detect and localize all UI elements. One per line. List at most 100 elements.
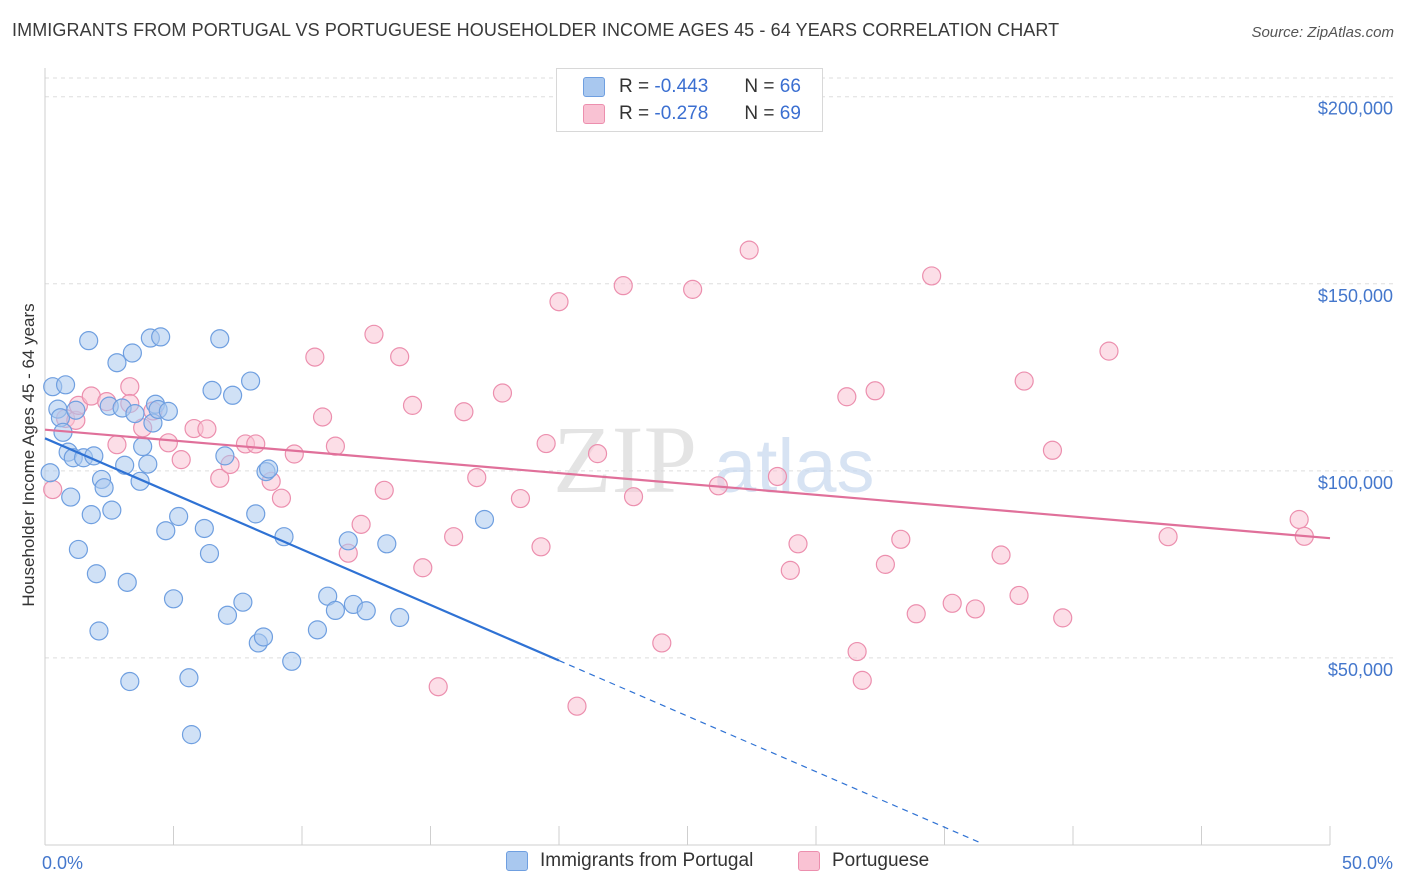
- point-portuguese: [531, 537, 551, 557]
- point-immigrants: [115, 455, 135, 475]
- point-portuguese: [587, 444, 608, 464]
- y-axis-title: Householder Income Ages 45 - 64 years: [19, 303, 38, 606]
- series-legend-immigrants[interactable]: Immigrants from Portugal: [506, 850, 753, 872]
- point-immigrants: [138, 454, 158, 474]
- point-immigrants: [79, 331, 99, 351]
- point-portuguese: [305, 347, 325, 367]
- point-portuguese: [492, 383, 513, 403]
- point-immigrants: [86, 564, 107, 584]
- point-portuguese: [271, 488, 292, 508]
- point-portuguese: [325, 436, 346, 456]
- point-portuguese: [891, 529, 911, 549]
- y-tick-label: $50,000: [1328, 660, 1393, 680]
- point-immigrants: [258, 459, 279, 479]
- point-portuguese: [428, 677, 448, 697]
- point-portuguese: [390, 347, 410, 367]
- point-portuguese: [158, 433, 178, 453]
- point-immigrants: [81, 505, 101, 525]
- point-immigrants: [68, 539, 89, 560]
- chart-title: IMMIGRANTS FROM PORTUGAL VS PORTUGUESE H…: [12, 20, 1060, 40]
- point-immigrants: [223, 385, 243, 405]
- legend-row-immigrants: R = -0.443 N = 66: [583, 75, 801, 99]
- point-portuguese: [1009, 585, 1029, 606]
- point-immigrants: [117, 572, 137, 592]
- point-immigrants: [125, 404, 145, 424]
- point-portuguese: [246, 434, 266, 454]
- point-portuguese: [120, 377, 140, 397]
- point-portuguese: [197, 419, 217, 439]
- point-immigrants: [122, 343, 142, 363]
- point-portuguese: [1158, 527, 1178, 547]
- point-immigrants: [158, 401, 178, 421]
- point-portuguese: [767, 466, 788, 487]
- legend-swatch-immigrants: [583, 77, 605, 97]
- point-immigrants: [151, 327, 171, 347]
- point-immigrants: [210, 329, 230, 349]
- point-immigrants: [120, 671, 140, 692]
- point-immigrants: [156, 521, 176, 541]
- point-immigrants: [89, 621, 109, 641]
- legend-n-label: N =: [744, 76, 775, 97]
- y-tick-label: $100,000: [1318, 473, 1393, 493]
- point-immigrants: [356, 601, 376, 621]
- point-portuguese: [402, 395, 423, 415]
- point-immigrants: [163, 589, 184, 609]
- point-immigrants: [338, 531, 358, 551]
- point-immigrants: [55, 375, 76, 395]
- point-portuguese: [739, 240, 759, 260]
- point-immigrants: [179, 668, 199, 688]
- point-portuguese: [467, 467, 487, 488]
- point-portuguese: [284, 444, 304, 464]
- series-legend-portuguese[interactable]: Portuguese: [798, 850, 929, 872]
- point-portuguese: [788, 534, 808, 554]
- grid-lines: [45, 77, 1395, 659]
- legend: R = -0.443 N = 66 R = -0.278 N = 69: [556, 68, 823, 132]
- point-portuguese: [683, 279, 703, 299]
- point-portuguese: [536, 433, 556, 454]
- point-immigrants: [282, 651, 302, 671]
- point-portuguese: [652, 633, 672, 653]
- point-immigrants: [253, 627, 274, 647]
- point-portuguese: [549, 292, 569, 312]
- point-portuguese: [107, 435, 127, 455]
- point-portuguese: [413, 558, 433, 578]
- point-portuguese: [942, 593, 962, 613]
- point-immigrants: [169, 506, 189, 527]
- point-immigrants: [94, 478, 114, 498]
- point-immigrants: [61, 487, 81, 507]
- watermark-atlas: atlas: [714, 424, 875, 509]
- point-immigrants: [215, 446, 235, 466]
- series-immigrants-points: [40, 327, 495, 745]
- tick-labels: $50,000 $100,000 $150,000 $200,000 0.0% 50.0%: [42, 99, 1393, 873]
- point-immigrants: [377, 534, 397, 554]
- legend-row-portuguese: R = -0.278 N = 69: [583, 102, 801, 126]
- trend-line-immigrants-extrapolated: [558, 659, 984, 845]
- point-portuguese: [906, 604, 926, 624]
- point-immigrants: [133, 436, 153, 457]
- point-portuguese: [43, 479, 63, 500]
- point-portuguese: [1053, 608, 1073, 628]
- trend-line-portuguese: [44, 428, 1331, 540]
- point-immigrants: [202, 380, 222, 401]
- series-legend: Immigrants from Portugal Portuguese: [0, 850, 1406, 878]
- point-portuguese: [837, 387, 857, 407]
- legend-n-label: N =: [744, 103, 775, 124]
- point-portuguese: [865, 381, 885, 401]
- legend-r-label: R =: [619, 103, 650, 124]
- point-immigrants: [217, 605, 238, 625]
- point-portuguese: [351, 514, 371, 534]
- legend-r-value: -0.443: [654, 76, 709, 97]
- point-immigrants: [274, 527, 294, 547]
- point-immigrants: [307, 620, 328, 640]
- series-legend-swatch-portuguese: [798, 851, 820, 871]
- legend-r-value: -0.278: [654, 103, 709, 124]
- series-legend-label: Immigrants from Portugal: [540, 850, 754, 871]
- point-immigrants: [246, 504, 266, 524]
- series-portuguese-points: [43, 240, 1314, 716]
- point-portuguese: [1289, 509, 1309, 530]
- point-portuguese: [1042, 440, 1063, 460]
- point-immigrants: [40, 463, 60, 483]
- point-portuguese: [875, 554, 895, 574]
- point-portuguese: [991, 545, 1011, 565]
